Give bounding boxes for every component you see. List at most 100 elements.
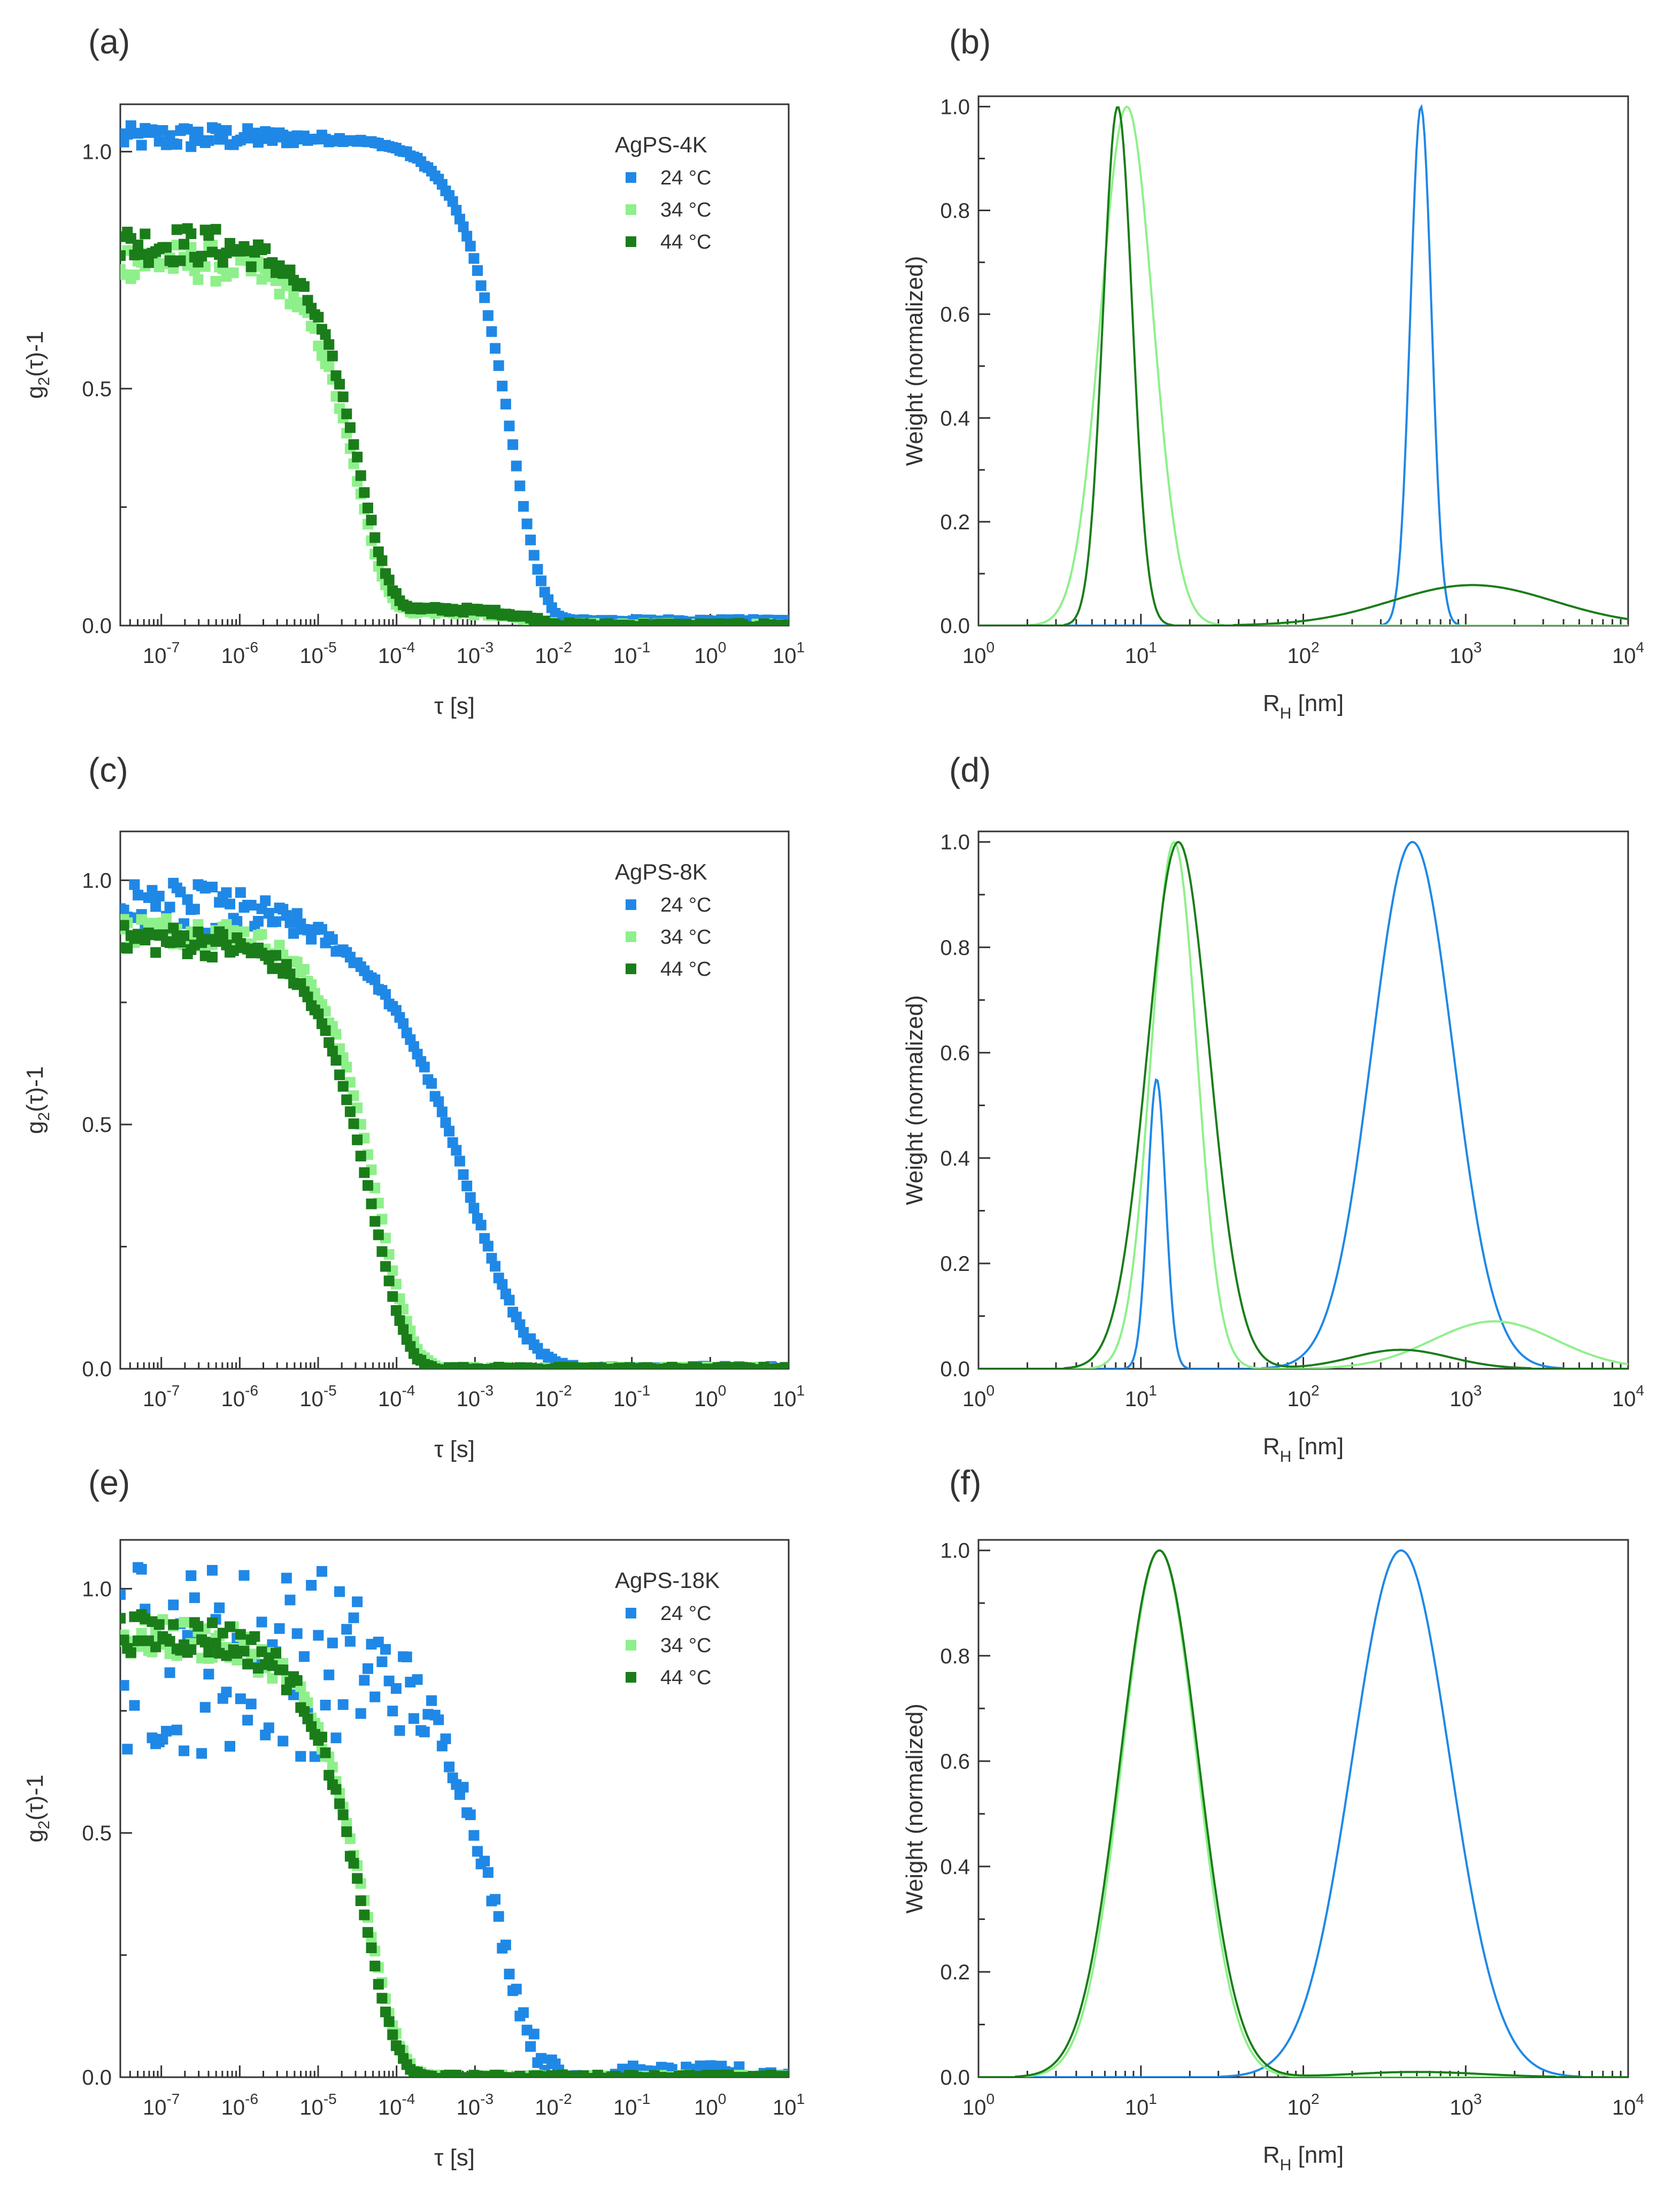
data-point: [320, 1025, 331, 1036]
data-point: [274, 939, 285, 951]
data-point: [306, 1579, 317, 1591]
data-point: [426, 1078, 437, 1089]
data-point: [359, 1909, 370, 1921]
data-point: [366, 1942, 377, 1953]
x-tick-label: 101: [1125, 1382, 1157, 1411]
data-point: [313, 1008, 324, 1020]
panel-a: (a) 10-7 10-6 10-5 10-4 10-3 10-2 10-1 100 101 0.0…: [22, 22, 805, 719]
x-tick-label: 10-2: [535, 2091, 572, 2119]
data-layer: [120, 1562, 789, 2094]
data-point: [504, 1969, 515, 1980]
legend-label: 34 °C: [660, 199, 711, 221]
data-point: [507, 439, 519, 450]
data-point: [352, 1873, 363, 1884]
data-point: [320, 1700, 331, 1711]
data-point: [203, 1669, 214, 1680]
x-tick-label: 10-1: [613, 639, 650, 668]
data-point: [475, 1220, 487, 1231]
data-point: [316, 1566, 327, 1577]
data-point: [192, 1621, 204, 1632]
data-point: [461, 230, 473, 242]
data-point: [348, 439, 359, 450]
data-point: [525, 2041, 536, 2052]
data-point: [238, 1646, 250, 1657]
data-point: [164, 901, 175, 913]
data-point: [468, 1830, 480, 1841]
data-point: [160, 1725, 172, 1737]
data-point: [408, 1713, 419, 1724]
data-point: [143, 257, 154, 268]
data-point: [330, 1029, 342, 1040]
data-point: [284, 1594, 296, 1606]
data-point: [175, 255, 186, 266]
data-point: [490, 1894, 501, 1905]
data-point: [245, 900, 257, 911]
data-point: [242, 1659, 253, 1670]
data-point: [281, 959, 292, 970]
data-point: [355, 1151, 366, 1162]
x-tick-label: 103: [1450, 639, 1482, 668]
data-point: [444, 1125, 455, 1137]
y-tick-label: 0.0: [82, 2066, 112, 2090]
data-point: [341, 1094, 352, 1105]
data-point: [278, 1664, 289, 1676]
data-point: [168, 922, 179, 934]
data-point: [206, 882, 218, 893]
y-axis-title: Weight (normalized): [901, 1703, 928, 1914]
y-tick-label: 0.0: [940, 1358, 970, 1381]
data-point: [125, 1647, 136, 1658]
data-point: [603, 2079, 614, 2090]
data-point: [267, 1672, 278, 1684]
data-point: [330, 1732, 342, 1744]
data-point: [337, 1699, 349, 1710]
data-point: [192, 274, 204, 285]
data-point: [179, 1616, 190, 1628]
x-tick-label: 10-3: [457, 1382, 494, 1411]
data-point: [638, 2076, 649, 2077]
data-point: [497, 1279, 508, 1290]
panel-label: (c): [88, 751, 128, 789]
legend-label: 44 °C: [660, 1667, 711, 1689]
data-point: [390, 1683, 402, 1694]
x-axis-title: RH [nm]: [1263, 2142, 1344, 2174]
data-point: [528, 550, 540, 561]
legend-label: 24 °C: [660, 894, 711, 916]
data-point: [433, 1714, 444, 1725]
legend-marker: [626, 963, 636, 974]
data-point: [461, 1181, 473, 1192]
data-point: [355, 1708, 366, 1719]
x-tick-label: 100: [694, 1382, 726, 1411]
data-point: [189, 904, 200, 915]
data-point: [444, 1761, 455, 1772]
data-point: [401, 1651, 412, 1662]
data-point: [490, 343, 501, 354]
data-point: [225, 1741, 236, 1752]
legend-marker: [626, 172, 636, 183]
y-tick-label: 1.0: [82, 141, 112, 164]
data-point: [153, 890, 165, 901]
data-point: [327, 934, 338, 945]
y-tick-label: 0.5: [82, 1822, 112, 1845]
y-tick-label: 0.2: [940, 1961, 970, 1984]
data-point: [486, 1253, 497, 1264]
legend-marker: [626, 1672, 636, 1683]
data-point: [341, 1826, 352, 1837]
y-tick-label: 0.0: [940, 614, 970, 638]
x-tick-label: 101: [1125, 2091, 1157, 2119]
data-point: [196, 251, 207, 262]
data-point: [313, 312, 324, 323]
data-point: [479, 292, 490, 303]
data-point: [278, 1736, 289, 1747]
series-line: [978, 841, 1628, 1369]
x-tick-label: 10-6: [221, 1382, 258, 1411]
y-tick-label: 0.8: [940, 936, 970, 960]
x-tick-label: 100: [962, 2091, 995, 2119]
y-tick-label: 1.0: [940, 1539, 970, 1563]
x-axis-title: τ [s]: [434, 693, 475, 719]
data-point: [486, 326, 497, 337]
data-point: [649, 2083, 660, 2094]
data-point: [355, 470, 366, 481]
series-line: [978, 1549, 1628, 2077]
legend-marker: [626, 1640, 636, 1651]
data-point: [755, 2077, 766, 2087]
